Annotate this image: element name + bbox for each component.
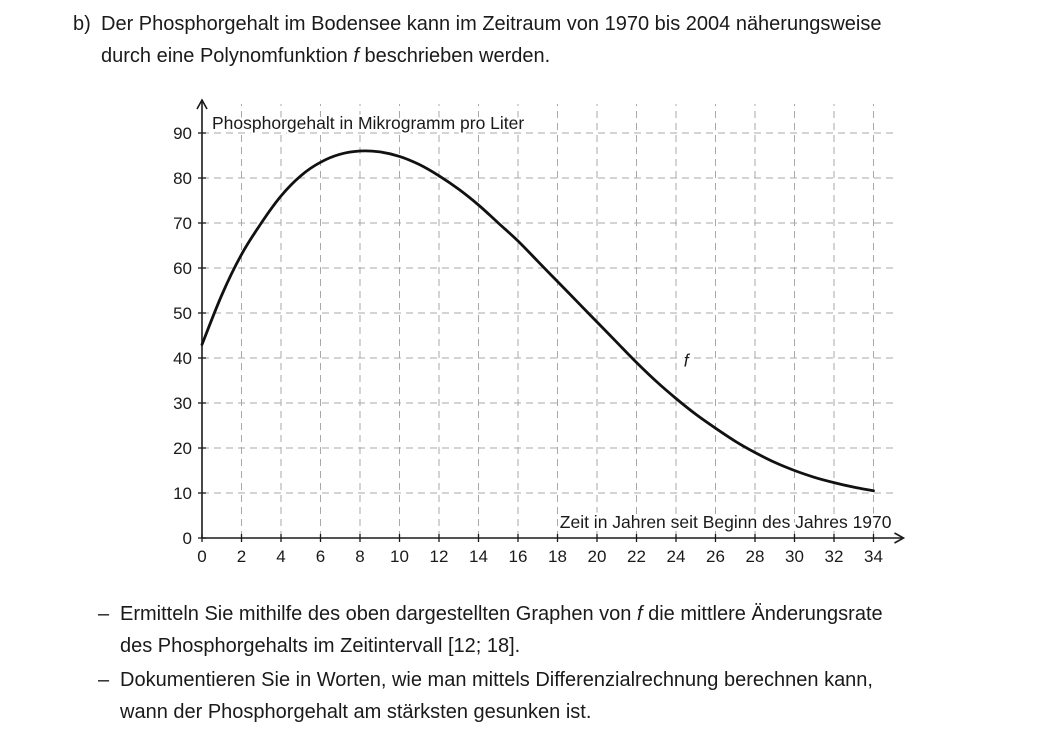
- y-tick-label: 70: [173, 214, 192, 233]
- problem-text-line-2-start: durch eine Polynomfunktion: [101, 45, 354, 67]
- x-tick-label: 4: [276, 547, 285, 566]
- task-1-line-2: des Phosphorgehalts im Zeitintervall [12…: [120, 635, 521, 657]
- problem-text-line-2-end: beschrieben werden.: [358, 45, 551, 67]
- x-tick-label: 16: [509, 547, 528, 566]
- x-tick-label: 14: [469, 547, 488, 566]
- phosphorus-chart: 0 2 4 6 8 10 12 14 16 18 20 22 24 26 28 30 32 34010203040…: [173, 98, 906, 566]
- y-axis-arrow: [196, 98, 208, 110]
- x-axis-arrow: [894, 532, 906, 544]
- problem-text-line-2: durch eine Polynomfunktion f beschrieben…: [101, 40, 550, 72]
- task-dash: –: [98, 669, 110, 691]
- task-list: – Ermitteln Sie mithilfe des oben darges…: [98, 598, 1018, 730]
- y-tick-label: 60: [173, 259, 192, 278]
- task-1-line-1-end: die mittlere Änderungsrate: [642, 603, 883, 625]
- y-tick-label: 30: [173, 394, 192, 413]
- x-tick-label: 2: [237, 547, 246, 566]
- x-tick-label: 8: [355, 547, 364, 566]
- y-tick-label: 20: [173, 439, 192, 458]
- x-tick-label: 34: [864, 547, 883, 566]
- problem-label: b): [73, 13, 91, 35]
- x-tick-label: 24: [667, 547, 686, 566]
- x-tick-label: 10: [390, 547, 409, 566]
- x-tick-label: 20: [588, 547, 607, 566]
- task-dash: –: [98, 603, 110, 625]
- series-line-f: [200, 149, 875, 493]
- task-item: – Ermitteln Sie mithilfe des oben darges…: [98, 598, 1018, 662]
- x-axis-label: Zeit in Jahren seit Beginn des Jahres 19…: [560, 512, 892, 532]
- function-name: f: [353, 45, 359, 67]
- x-tick-label: 0: [197, 547, 206, 566]
- problem-text-line-1: Der Phosphorgehalt im Bodensee kann im Z…: [101, 13, 882, 35]
- x-tick-label: 22: [627, 547, 646, 566]
- task-1-function-name: f: [636, 603, 643, 625]
- y-tick-label: 10: [173, 484, 192, 503]
- y-tick-label: 90: [173, 124, 192, 143]
- y-tick-label: 50: [173, 304, 192, 323]
- x-tick-label: 12: [430, 547, 449, 566]
- task-2-line-1: Dokumentieren Sie in Worten, wie man mit…: [120, 669, 873, 691]
- task-1-line-1-start: Ermitteln Sie mithilfe des oben dargeste…: [120, 603, 637, 625]
- task-1-line-1: Ermitteln Sie mithilfe des oben dargeste…: [120, 598, 1018, 630]
- task-2-line-2: wann der Phosphorgehalt am stärksten ges…: [120, 701, 592, 723]
- y-tick-label: 40: [173, 349, 192, 368]
- y-tick-label: 0: [183, 529, 192, 548]
- y-axis-label: Phosphorgehalt in Mikrogramm pro Liter: [212, 113, 524, 133]
- x-tick-label: 28: [746, 547, 765, 566]
- x-tick-label: 6: [316, 547, 325, 566]
- x-tick-label: 32: [825, 547, 844, 566]
- x-tick-label: 26: [706, 547, 725, 566]
- task-item: – Dokumentieren Sie in Worten, wie man m…: [98, 664, 1018, 728]
- x-tick-label: 30: [785, 547, 804, 566]
- x-tick-label: 18: [548, 547, 567, 566]
- series-label-f: f: [684, 351, 691, 371]
- y-tick-label: 80: [173, 169, 192, 188]
